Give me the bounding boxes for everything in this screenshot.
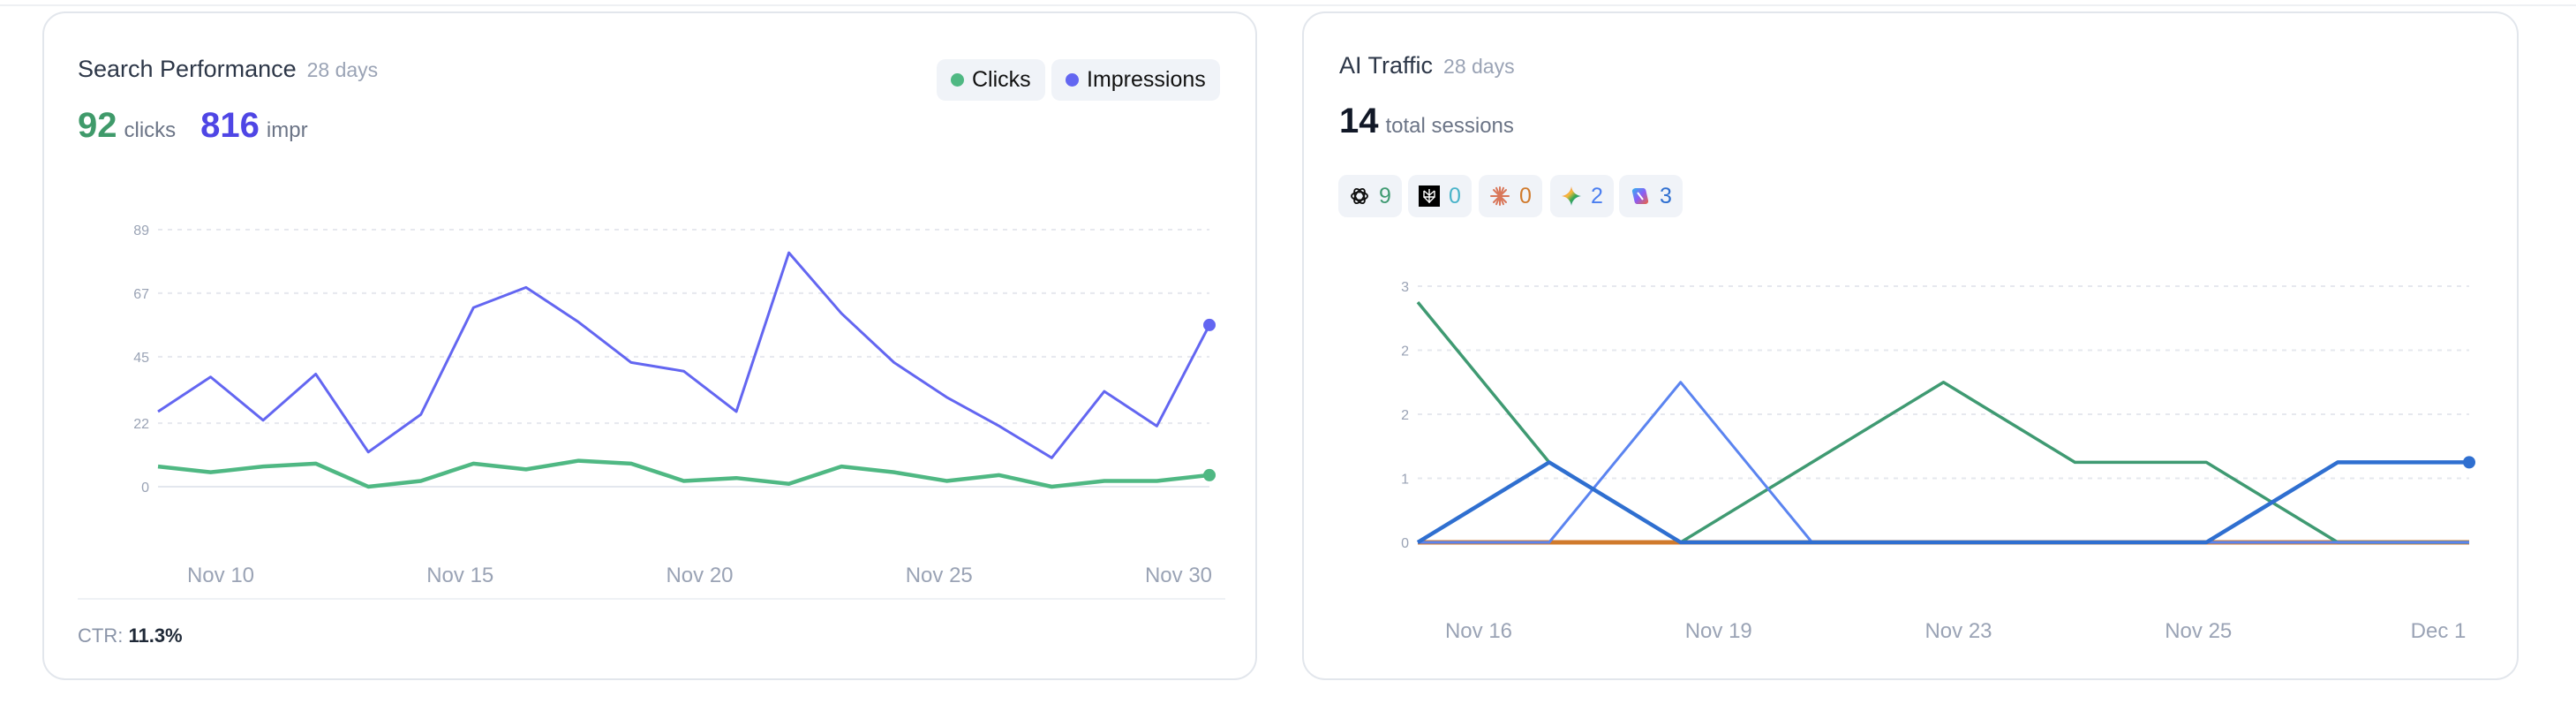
legend-clicks-toggle[interactable]: Clicks (937, 59, 1045, 101)
x-tick-label: Nov 16 (1445, 619, 1512, 643)
x-tick-label: Dec 1 (2411, 619, 2467, 643)
gemini-icon (1561, 185, 1582, 207)
y-tick-label: 0 (1401, 536, 1409, 551)
source-count: 2 (1591, 183, 1603, 208)
source-badge-gemini[interactable]: 2 (1550, 175, 1614, 217)
x-tick-label: Nov 23 (1924, 619, 1992, 643)
impressions-dot-icon (1066, 73, 1079, 87)
legend-impressions-toggle[interactable]: Impressions (1051, 59, 1220, 101)
y-tick-label: 3 (1401, 280, 1409, 295)
perplexity-icon (1419, 185, 1440, 207)
y-tick-label: 2 (1401, 408, 1409, 423)
x-tick-label: Nov 25 (2165, 619, 2232, 643)
series-end-point (2463, 456, 2475, 469)
copilot-icon (1630, 185, 1651, 207)
search-performance-chart: 89 67 45 22 0 Nov 10 Nov 15 Nov 20 Nov 25 Nov 30 (133, 223, 1216, 587)
series-line-gemini (1418, 381, 2469, 544)
ai-traffic-chart: 3 2 2 1 0 Nov 16 Nov 19 Nov 23 Nov 25 Dec 1 (1401, 280, 2475, 643)
y-tick-label: 22 (133, 417, 149, 432)
totals: 92 clicks 816 impr (78, 106, 333, 146)
source-count: 9 (1379, 183, 1391, 208)
legend-label: Impressions (1087, 67, 1206, 92)
source-count: 0 (1519, 183, 1532, 208)
x-tick-label: Nov 15 (426, 564, 493, 587)
source-count: 0 (1449, 183, 1461, 208)
card-title: Search Performance (78, 56, 297, 82)
y-tick-label: 2 (1401, 344, 1409, 360)
sessions-unit: total sessions (1385, 114, 1514, 138)
series-end-point (1203, 318, 1216, 331)
ctr-row: CTR: 11.3% (78, 624, 183, 647)
ctr-label: CTR: (78, 624, 124, 647)
y-tick-label: 67 (133, 287, 149, 302)
claude-icon (1489, 185, 1510, 207)
legend-label: Clicks (972, 67, 1031, 92)
sessions-total: 14 (1339, 102, 1379, 140)
source-badge-perplexity[interactable]: 0 (1408, 175, 1472, 217)
ai-traffic-card: AI Traffic 28 days 14 total sessions 9 0 … (1302, 11, 2519, 680)
period-label: 28 days (306, 58, 379, 81)
x-tick-label: Nov 25 (906, 564, 973, 587)
search-performance-card: Search Performance 28 days Clicks Impress… (42, 11, 1257, 680)
y-tick-label: 0 (141, 481, 149, 496)
x-tick-label: Nov 20 (666, 564, 733, 587)
footer-divider (78, 598, 1225, 600)
y-tick-label: 1 (1401, 473, 1409, 488)
series-line-chatgpt (1416, 301, 2469, 544)
top-divider (0, 0, 2576, 6)
series-line-impressions (157, 251, 1211, 459)
card-header: Search Performance 28 days (78, 56, 378, 83)
card-title: AI Traffic (1339, 52, 1434, 79)
card-header: AI Traffic 28 days (1339, 52, 1515, 79)
y-tick-label: 89 (133, 223, 149, 238)
series-line-copilot (1416, 460, 2469, 545)
source-badge-claude[interactable]: 0 (1479, 175, 1542, 217)
source-badge-chatgpt[interactable]: 9 (1338, 175, 1402, 217)
ctr-value: 11.3% (128, 624, 183, 647)
x-tick-label: Nov 19 (1685, 619, 1752, 643)
series-end-point (1203, 468, 1216, 481)
clicks-dot-icon (951, 73, 964, 87)
impressions-unit: impr (266, 118, 308, 142)
impressions-total: 816 (200, 106, 260, 145)
y-tick-label: 45 (133, 351, 149, 366)
source-badge-copilot[interactable]: 3 (1619, 175, 1683, 217)
x-tick-label: Nov 30 (1145, 564, 1212, 587)
source-count: 3 (1660, 183, 1672, 208)
total-sessions: 14 total sessions (1339, 102, 1539, 141)
period-label: 28 days (1443, 55, 1515, 78)
series-line-clicks (157, 458, 1210, 489)
x-tick-label: Nov 10 (187, 564, 254, 587)
clicks-unit: clicks (124, 118, 177, 142)
clicks-total: 92 (78, 106, 117, 145)
chatgpt-icon (1349, 185, 1370, 207)
